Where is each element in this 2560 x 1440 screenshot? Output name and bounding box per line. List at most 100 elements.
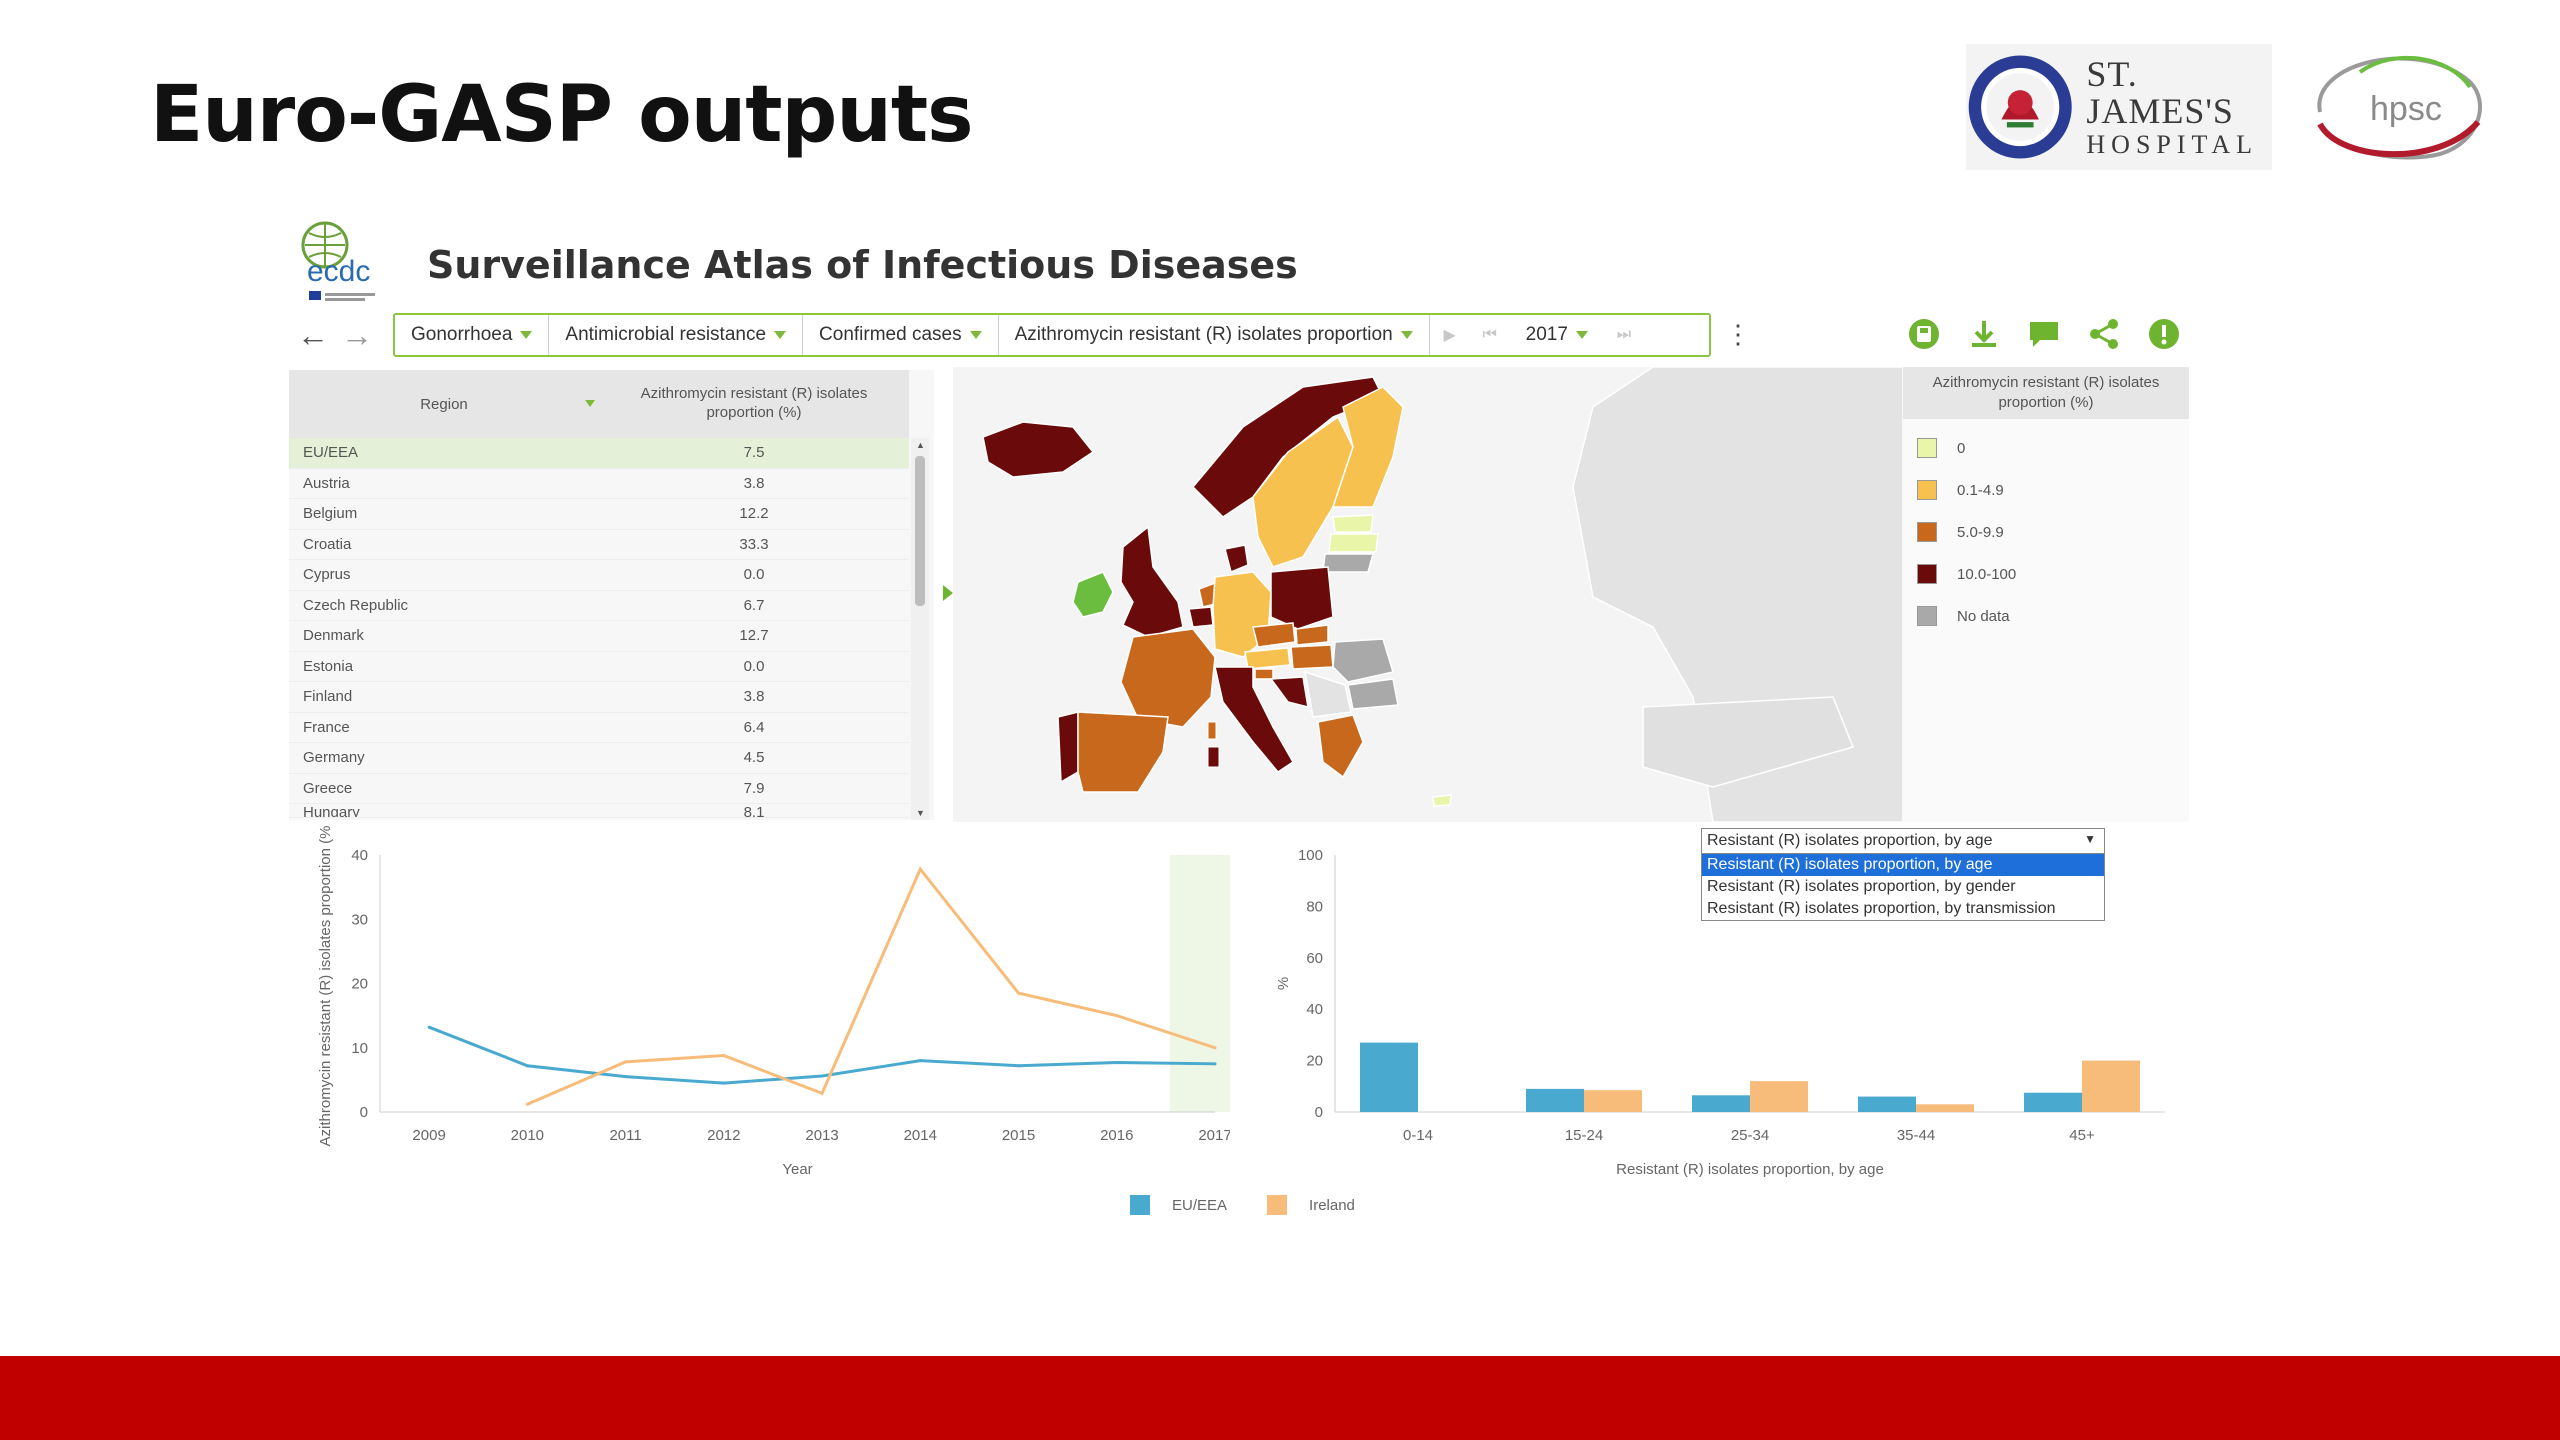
legend-swatch bbox=[1130, 1195, 1150, 1215]
map-region-denmark bbox=[1224, 544, 1249, 574]
legend-swatch bbox=[1917, 480, 1937, 500]
x-tick-label: 2016 bbox=[1100, 1127, 1133, 1144]
tool-icon-group bbox=[1905, 315, 2183, 353]
y-tick-label: 20 bbox=[1306, 1053, 1323, 1070]
table-row[interactable]: Cyprus 0.0 bbox=[289, 560, 909, 591]
map-region-poland bbox=[1270, 566, 1334, 630]
x-tick-label: 2017 bbox=[1198, 1127, 1230, 1144]
y-tick-label: 80 bbox=[1306, 898, 1323, 915]
legend-item-eu[interactable]: EU/EEA bbox=[1130, 1195, 1227, 1215]
more-options-icon[interactable]: ⋮ bbox=[1725, 319, 1751, 349]
chart-legend: EU/EEA Ireland bbox=[1130, 1195, 1355, 1215]
table-row[interactable]: EU/EEA 7.5 bbox=[289, 438, 909, 469]
column-header-value[interactable]: Azithromycin resistant (R) isolates prop… bbox=[640, 385, 868, 421]
table-row[interactable]: Finland 3.8 bbox=[289, 682, 909, 713]
table-scrollbar[interactable]: ▲ ▼ bbox=[911, 438, 929, 820]
chevron-down-icon bbox=[774, 331, 787, 339]
table-row[interactable]: Greece 7.9 bbox=[289, 774, 909, 804]
line-point bbox=[624, 1075, 628, 1079]
map-region-finland bbox=[1331, 386, 1404, 508]
atlas-toolbar: ← → Gonorrhoea Antimicrobial resistance … bbox=[285, 313, 2195, 357]
map-region-romania bbox=[1332, 638, 1394, 683]
table-row[interactable]: Czech Republic 6.7 bbox=[289, 591, 909, 621]
step-forward-icon[interactable]: ⏭ bbox=[1616, 326, 1632, 343]
dropdown-arrow-icon[interactable]: ▼ bbox=[2084, 832, 2096, 846]
column-header-region[interactable]: Region bbox=[289, 370, 599, 438]
map-region-bulgaria bbox=[1347, 678, 1399, 710]
info-icon[interactable] bbox=[2145, 315, 2183, 353]
map-region-italy bbox=[1214, 666, 1294, 773]
map-region-slovakia bbox=[1295, 624, 1329, 646]
collapse-panel-icon[interactable] bbox=[943, 585, 953, 601]
play-icon[interactable]: ▶ bbox=[1443, 327, 1456, 344]
map-legend-item[interactable]: No data bbox=[1903, 595, 2189, 637]
line-series-ireland bbox=[526, 866, 1216, 1106]
x-tick-label: 2011 bbox=[609, 1127, 641, 1144]
forward-arrow-icon[interactable]: → bbox=[341, 317, 373, 353]
table-row[interactable]: Belgium 12.2 bbox=[289, 499, 909, 530]
filter-population[interactable]: Confirmed cases bbox=[803, 315, 999, 355]
line-point bbox=[1115, 1014, 1119, 1018]
step-back-icon[interactable]: ⏮ bbox=[1482, 326, 1497, 343]
age-bar-chart[interactable]: 0 20 40 60 80 100 0-14 15-24 25-34 35-44 45+ Resist… bbox=[1240, 825, 2190, 1250]
x-tick-label: 45+ bbox=[2069, 1127, 2095, 1144]
breakdown-select[interactable]: Resistant (R) isolates proportion, by ag… bbox=[1701, 828, 2105, 854]
back-arrow-icon[interactable]: ← bbox=[297, 317, 329, 353]
option-by-gender[interactable]: Resistant (R) isolates proportion, by ge… bbox=[1707, 878, 2016, 895]
europe-choropleth-map[interactable] bbox=[953, 367, 1903, 822]
map-legend-item[interactable]: 5.0-9.9 bbox=[1903, 511, 2189, 553]
map-legend-item[interactable]: 0.1-4.9 bbox=[1903, 469, 2189, 511]
map-region-czech bbox=[1252, 622, 1296, 648]
highlight-year-band bbox=[1170, 855, 1230, 1112]
trend-line-chart[interactable]: 0 10 20 30 40 2009 2010 2011 2012 2013 2014 2015 201… bbox=[285, 825, 1230, 1250]
y-axis-title: % bbox=[1275, 977, 1292, 990]
y-tick-label: 60 bbox=[1306, 950, 1323, 967]
breakdown-dropdown[interactable]: Resistant (R) isolates proportion, by ag… bbox=[1701, 828, 2105, 921]
y-tick-label: 0 bbox=[1315, 1104, 1323, 1121]
x-tick-label: 2013 bbox=[805, 1127, 838, 1144]
table-row[interactable]: Denmark 12.7 bbox=[289, 621, 909, 652]
filter-indicator[interactable]: Azithromycin resistant (R) isolates prop… bbox=[999, 315, 1430, 355]
table-row[interactable]: France 6.4 bbox=[289, 713, 909, 743]
bar-eu-eea bbox=[1858, 1096, 1916, 1112]
bar-eu-eea bbox=[1692, 1095, 1750, 1112]
x-tick-label: 35-44 bbox=[1897, 1127, 1935, 1144]
line-point bbox=[525, 1102, 529, 1106]
st-james-seal-icon bbox=[1968, 55, 2072, 159]
map-region-belgium bbox=[1188, 606, 1214, 628]
scroll-thumb[interactable] bbox=[915, 456, 925, 606]
table-row[interactable]: Germany 4.5 bbox=[289, 743, 909, 774]
option-by-transmission[interactable]: Resistant (R) isolates proportion, by tr… bbox=[1707, 900, 2056, 917]
scroll-up-icon[interactable]: ▲ bbox=[916, 440, 925, 450]
scroll-down-icon[interactable]: ▼ bbox=[916, 808, 925, 818]
save-icon[interactable] bbox=[1905, 315, 1943, 353]
sort-caret-icon[interactable] bbox=[585, 400, 595, 407]
table-header: Region Azithromycin resistant (R) isolat… bbox=[289, 370, 909, 438]
table-row[interactable]: Hungary 8.1 bbox=[289, 804, 909, 818]
bar-eu-eea bbox=[2024, 1092, 2082, 1112]
bar-ireland bbox=[1584, 1090, 1642, 1112]
line-point bbox=[1017, 1064, 1021, 1068]
filter-year[interactable]: 2017 bbox=[1510, 315, 1604, 355]
filter-disease[interactable]: Gonorrhoea bbox=[395, 315, 550, 355]
table-row[interactable]: Estonia 0.0 bbox=[289, 652, 909, 682]
sjh-name-line2: HOSPITAL bbox=[2086, 130, 2258, 160]
comment-icon[interactable] bbox=[2025, 315, 2063, 353]
filter-topic[interactable]: Antimicrobial resistance bbox=[549, 315, 804, 355]
y-tick-label: 40 bbox=[351, 847, 368, 864]
atlas-title: Surveillance Atlas of Infectious Disease… bbox=[427, 243, 1298, 287]
map-region-corsica bbox=[1207, 721, 1217, 740]
map-legend-item[interactable]: 0 bbox=[1903, 427, 2189, 469]
chevron-down-icon bbox=[1575, 331, 1588, 339]
table-row[interactable]: Austria 3.8 bbox=[289, 469, 909, 499]
map-legend-item[interactable]: 10.0-100 bbox=[1903, 553, 2189, 595]
line-point bbox=[1115, 1061, 1119, 1065]
download-icon[interactable] bbox=[1965, 315, 2003, 353]
legend-item-ireland[interactable]: Ireland bbox=[1267, 1195, 1355, 1215]
share-icon[interactable] bbox=[2085, 315, 2123, 353]
table-row[interactable]: Croatia 33.3 bbox=[289, 530, 909, 560]
line-point bbox=[1213, 1046, 1217, 1050]
option-by-age[interactable]: Resistant (R) isolates proportion, by ag… bbox=[1702, 854, 2104, 876]
hpsc-logo: hpsc bbox=[2300, 42, 2490, 167]
